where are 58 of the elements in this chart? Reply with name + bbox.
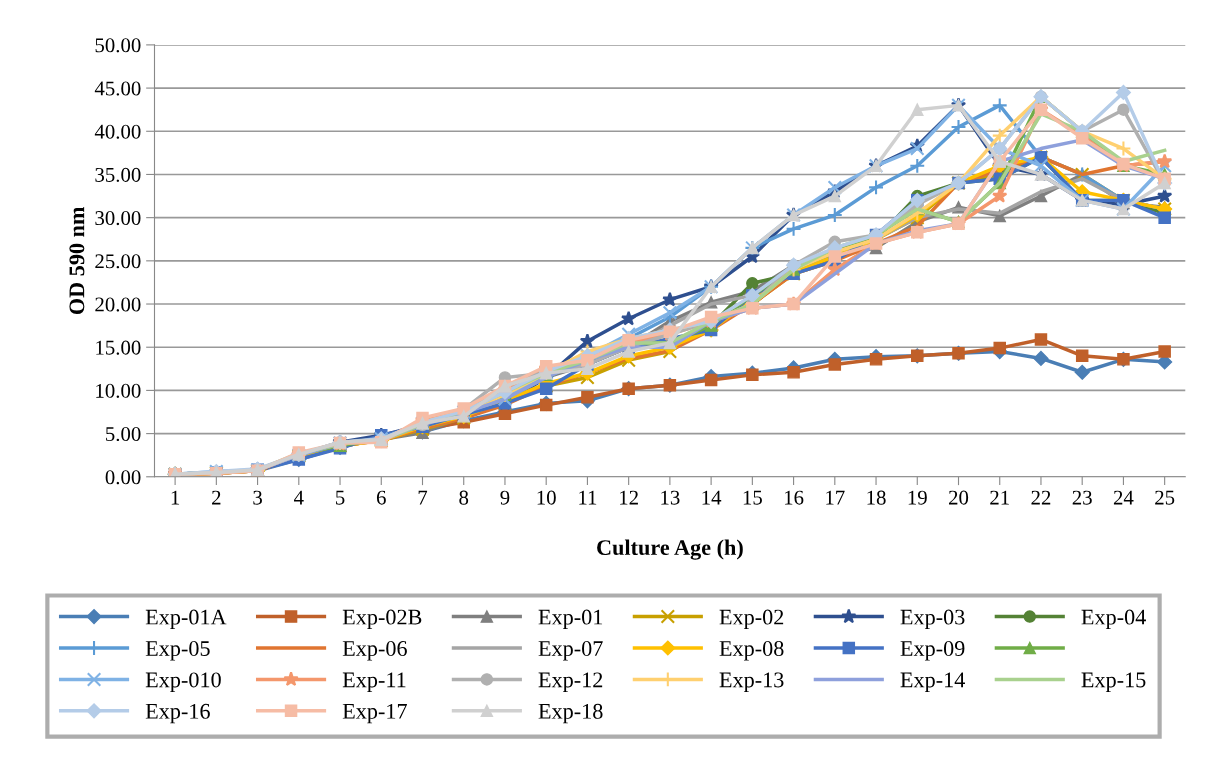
x-tick-label: 23 [1072, 490, 1092, 505]
x-tick-label: 12 [620, 490, 638, 505]
y-tick-label: 25.00 [95, 254, 141, 269]
legend-label: Exp-11 [342, 672, 406, 692]
legend-label: Exp-04 [1081, 609, 1146, 630]
legend-label: Exp-17 [342, 703, 407, 724]
x-tick-label: 9 [500, 490, 510, 505]
legend-label: Exp-02 [719, 609, 784, 630]
y-tick-label: 35.00 [95, 167, 141, 182]
legend-label: Exp-05 [145, 640, 210, 661]
legend-label: Exp-18 [538, 703, 603, 724]
y-tick-label: 40.00 [94, 124, 141, 139]
y-axis-title: OD 590 nm [69, 206, 85, 315]
x-tick-label: 18 [867, 490, 886, 505]
legend-label: Exp-13 [719, 672, 784, 692]
x-axis-title: Culture Age (h) [597, 539, 743, 560]
y-tick-label: 30.00 [95, 211, 141, 226]
x-tick-label: 6 [376, 490, 386, 505]
legend-label: Exp-02B [342, 609, 422, 630]
x-tick-label: 3 [253, 490, 262, 505]
x-tick-label: 16 [784, 490, 804, 505]
legend-label: Exp-14 [900, 672, 965, 692]
y-tick-label: 0.00 [105, 470, 141, 485]
legend-label: Exp-01 [538, 609, 603, 630]
x-tick-label: 5 [336, 490, 345, 505]
y-tick-label: 50.00 [95, 38, 141, 53]
x-tick-label: 8 [459, 490, 469, 505]
legend-label: Exp-03 [900, 609, 965, 630]
x-tick-label: 17 [826, 490, 845, 505]
x-tick-label: 13 [661, 490, 680, 505]
x-tick-label: 15 [743, 490, 762, 505]
legend-label: Exp-15 [1081, 672, 1146, 692]
legend-label: Exp-12 [538, 672, 603, 692]
legend-label: Exp-01A [145, 609, 227, 630]
y-tick-label: 45.00 [94, 81, 141, 96]
x-tick-label: 25 [1155, 490, 1175, 505]
legend-label: Exp-06 [342, 640, 407, 661]
x-tick-label: 22 [1031, 490, 1051, 505]
x-tick-label: 10 [537, 490, 556, 505]
x-tick-label: 7 [418, 490, 428, 505]
x-tick-label: 24 [1113, 490, 1134, 505]
y-tick-label: 10.00 [96, 383, 141, 398]
legend-label: Exp-16 [145, 703, 210, 724]
y-tick-label: 15.00 [96, 340, 141, 355]
y-tick-label: 20.00 [95, 297, 141, 312]
x-tick-label: 2 [212, 490, 221, 505]
legend-label: Exp-09 [900, 640, 965, 661]
x-tick-label: 4 [294, 490, 304, 505]
x-tick-label: 14 [702, 490, 722, 505]
x-tick-label: 1 [171, 490, 180, 505]
x-tick-label: 20 [949, 490, 969, 505]
x-tick-label: 11 [579, 490, 597, 505]
y-tick-label: 5.00 [106, 426, 141, 442]
legend-label: Exp-08 [719, 640, 784, 661]
x-tick-label: 19 [908, 490, 927, 505]
x-tick-label: 21 [990, 490, 1009, 505]
legend-label: Exp-010 [145, 672, 221, 692]
legend-label: Exp-07 [538, 640, 603, 661]
